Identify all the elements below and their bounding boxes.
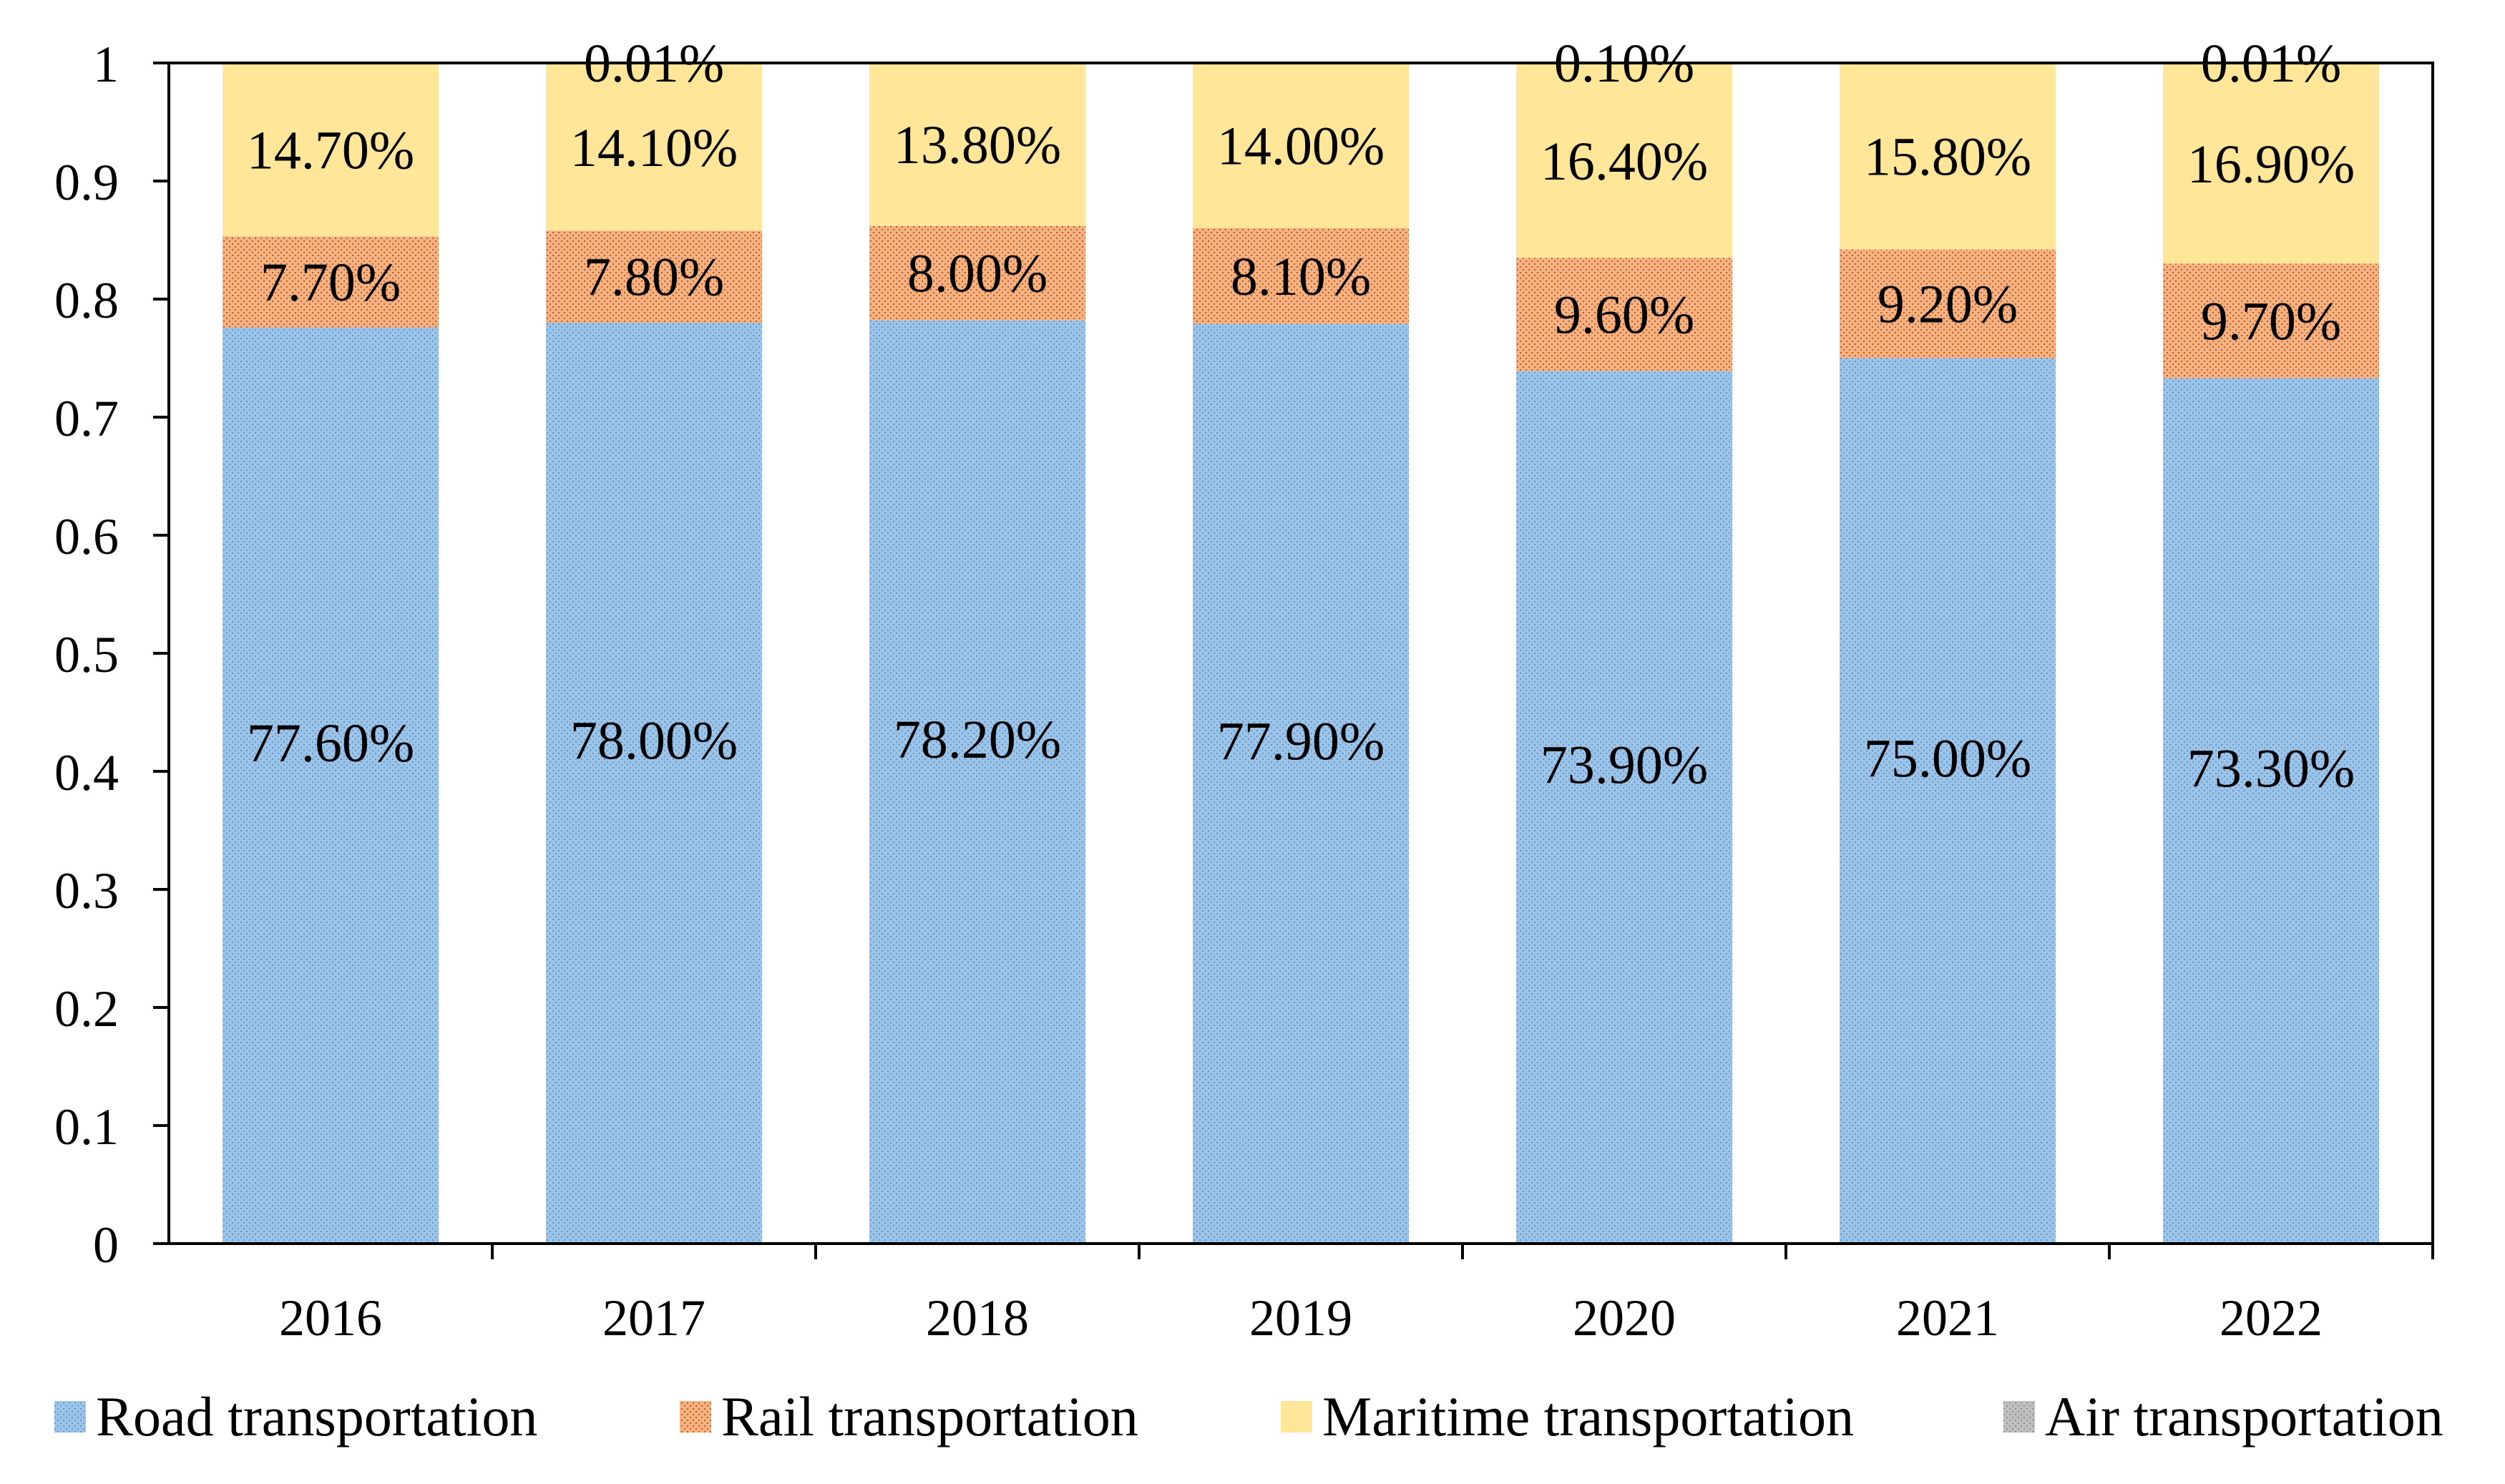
y-tick-label-0.8: 0.8	[54, 272, 119, 329]
bar-segment-maritime-transportation-2022	[2163, 64, 2379, 264]
bar-segment-maritime-transportation-2016	[223, 63, 439, 237]
bar-segment-road-transportation-2016	[223, 327, 439, 1244]
bar-segment-road-transportation-2020	[1516, 371, 1732, 1244]
x-tick-label-2020: 2020	[1573, 1289, 1676, 1347]
data-label-road-transportation-2022: 73.30%	[2187, 738, 2355, 799]
legend-label-road-transportation: Road transportation	[96, 1385, 537, 1448]
legend-swatch-air-transportation	[2003, 1401, 2035, 1432]
data-label-maritime-transportation-2016: 14.70%	[247, 120, 414, 180]
data-label-rail-transportation-2017: 7.80%	[584, 248, 724, 308]
y-tick-label-0.6: 0.6	[54, 508, 119, 565]
data-label-road-transportation-2017: 78.00%	[570, 711, 738, 771]
data-label-maritime-transportation-2018: 13.80%	[894, 115, 1061, 175]
bar-segment-rail-transportation-2018	[869, 225, 1085, 321]
bar-segment-maritime-transportation-2021	[1840, 63, 2056, 250]
x-tick-label-2016: 2016	[279, 1289, 382, 1347]
x-tick-label-2017: 2017	[602, 1289, 705, 1347]
data-label-road-transportation-2016: 77.60%	[247, 713, 414, 773]
y-tick-label-0.1: 0.1	[54, 1098, 119, 1156]
bar-segment-road-transportation-2022	[2163, 378, 2379, 1244]
y-tick-label-0.5: 0.5	[54, 626, 119, 683]
legend-swatch-maritime-transportation	[1281, 1401, 1312, 1432]
legend-label-rail-transportation: Rail transportation	[721, 1385, 1138, 1448]
legend: Road transportation Rail transportation Ma…	[54, 1385, 2443, 1448]
y-tick-label-0.4: 0.4	[54, 744, 119, 801]
bar-segment-road-transportation-2017	[546, 323, 762, 1244]
y-tick-label-0.2: 0.2	[54, 980, 119, 1038]
data-label-rail-transportation-2020: 9.60%	[1554, 285, 1694, 345]
bars-layer	[223, 63, 2379, 1244]
y-tick-label-0.9: 0.9	[54, 154, 119, 211]
data-label-maritime-transportation-2019: 14.00%	[1217, 117, 1385, 177]
bar-segment-rail-transportation-2021	[1840, 249, 2056, 358]
legend-label-air-transportation: Air transportation	[2045, 1385, 2443, 1448]
bar-segment-road-transportation-2018	[869, 320, 1085, 1244]
data-label-air-transportation-2022: 0.01%	[2201, 34, 2341, 94]
data-label-rail-transportation-2018: 8.00%	[907, 244, 1048, 304]
bar-segment-rail-transportation-2019	[1193, 228, 1409, 324]
data-label-rail-transportation-2019: 8.10%	[1231, 247, 1371, 307]
x-tick-label-2021: 2021	[1896, 1289, 1999, 1347]
data-label-road-transportation-2021: 75.00%	[1864, 728, 2031, 789]
legend-swatch-road-transportation	[54, 1401, 86, 1432]
data-label-rail-transportation-2022: 9.70%	[2201, 292, 2341, 352]
data-label-rail-transportation-2021: 9.20%	[1877, 275, 2018, 335]
bar-segment-road-transportation-2021	[1840, 358, 2056, 1244]
data-label-maritime-transportation-2021: 15.80%	[1864, 127, 2031, 187]
x-axis-ticks: 2016 2017 2018 2019 2020 2021 2022	[279, 1244, 2434, 1347]
bar-segment-road-transportation-2019	[1193, 323, 1409, 1244]
legend-swatch-rail-transportation	[680, 1401, 711, 1432]
bar-segment-maritime-transportation-2020	[1516, 64, 1732, 258]
data-label-road-transportation-2019: 77.90%	[1217, 711, 1385, 771]
data-label-air-transportation-2020: 0.10%	[1554, 34, 1694, 94]
y-tick-label-0.3: 0.3	[54, 862, 119, 919]
data-label-air-transportation-2017: 0.01%	[584, 34, 724, 94]
data-label-maritime-transportation-2022: 16.90%	[2187, 135, 2355, 195]
bar-segment-rail-transportation-2016	[223, 236, 439, 328]
bar-segment-rail-transportation-2020	[1516, 258, 1732, 371]
data-label-maritime-transportation-2017: 14.10%	[570, 118, 738, 178]
y-axis-ticks: 0 0.1 0.2 0.3 0.4 0.5 0.6 0.7 0.8 0.9 1	[54, 36, 169, 1274]
bar-segment-maritime-transportation-2018	[869, 63, 1085, 226]
bar-segment-maritime-transportation-2019	[1193, 63, 1409, 228]
x-tick-label-2019: 2019	[1249, 1289, 1352, 1347]
data-label-road-transportation-2020: 73.90%	[1540, 735, 1708, 795]
data-label-maritime-transportation-2020: 16.40%	[1540, 132, 1708, 192]
y-tick-label-0.7: 0.7	[54, 390, 119, 447]
bar-segment-maritime-transportation-2017	[546, 64, 762, 231]
y-tick-label-1: 1	[93, 36, 119, 93]
legend-label-maritime-transportation: Maritime transportation	[1322, 1385, 1854, 1448]
y-tick-label-0: 0	[93, 1216, 119, 1274]
bar-segment-rail-transportation-2022	[2163, 263, 2379, 379]
data-labels-layer: 77.60% 7.70% 14.70% 78.00% 7.80% 14.10% 0.01% 7…	[247, 34, 2355, 799]
x-tick-label-2022: 2022	[2220, 1289, 2323, 1347]
x-tick-label-2018: 2018	[926, 1289, 1029, 1347]
data-label-road-transportation-2018: 78.20%	[894, 710, 1061, 770]
bar-segment-rail-transportation-2017	[546, 230, 762, 323]
data-label-rail-transportation-2016: 7.70%	[260, 253, 401, 313]
